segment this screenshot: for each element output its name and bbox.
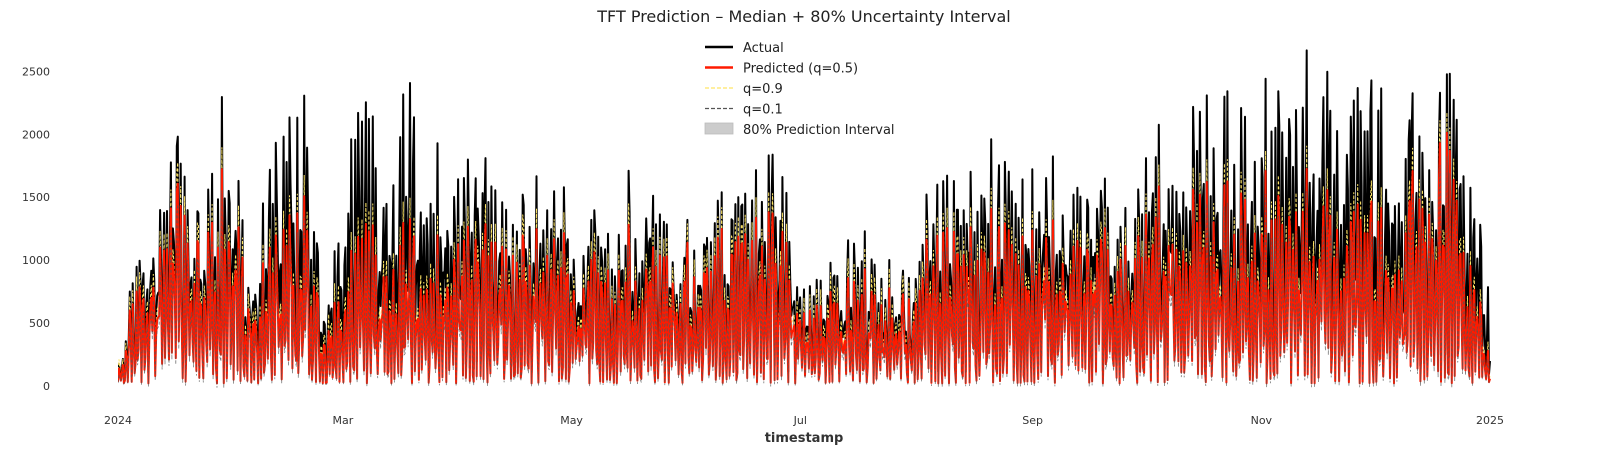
y-tick-label: 2500 <box>22 65 50 78</box>
plot-area <box>118 49 1491 388</box>
x-tick-label: 2025 <box>1476 414 1504 427</box>
legend-item: q=0.9 <box>705 82 783 97</box>
y-tick-label: 1000 <box>22 254 50 267</box>
x-tick-label: Jul <box>793 414 807 427</box>
legend-item: Actual <box>705 41 784 56</box>
x-tick-label: 2024 <box>104 414 132 427</box>
legend-item: Predicted (q=0.5) <box>705 62 858 77</box>
legend-label: Predicted (q=0.5) <box>743 62 858 77</box>
legend-label: q=0.1 <box>743 103 783 118</box>
legend-label: 80% Prediction Interval <box>743 123 895 138</box>
y-tick-label: 500 <box>29 317 50 330</box>
legend-item: 80% Prediction Interval <box>704 122 895 138</box>
x-tick-label: Mar <box>333 414 354 427</box>
x-tick-label: Nov <box>1251 414 1273 427</box>
legend-label: Actual <box>743 41 784 56</box>
series-line-q10 <box>118 156 1491 388</box>
x-axis: 2024 Mar May Jul Sep Nov 2025 <box>104 414 1504 427</box>
y-tick-label: 2000 <box>22 128 50 141</box>
series-line-median <box>118 131 1491 385</box>
chart-title: TFT Prediction – Median + 80% Uncertaint… <box>596 7 1010 26</box>
x-tick-label: Sep <box>1022 414 1043 427</box>
y-tick-label: 1500 <box>22 191 50 204</box>
y-tick-label: 0 <box>43 380 50 393</box>
legend: Actual Predicted (q=0.5) q=0.9 q=0.1 80% Pre… <box>704 41 895 138</box>
y-axis: 0 500 1000 1500 2000 2500 <box>22 65 50 392</box>
legend-label: q=0.9 <box>743 82 783 97</box>
legend-item: q=0.1 <box>705 103 783 118</box>
x-axis-label: timestamp <box>765 431 844 446</box>
x-tick-label: May <box>560 414 583 427</box>
legend-swatch <box>704 122 734 135</box>
